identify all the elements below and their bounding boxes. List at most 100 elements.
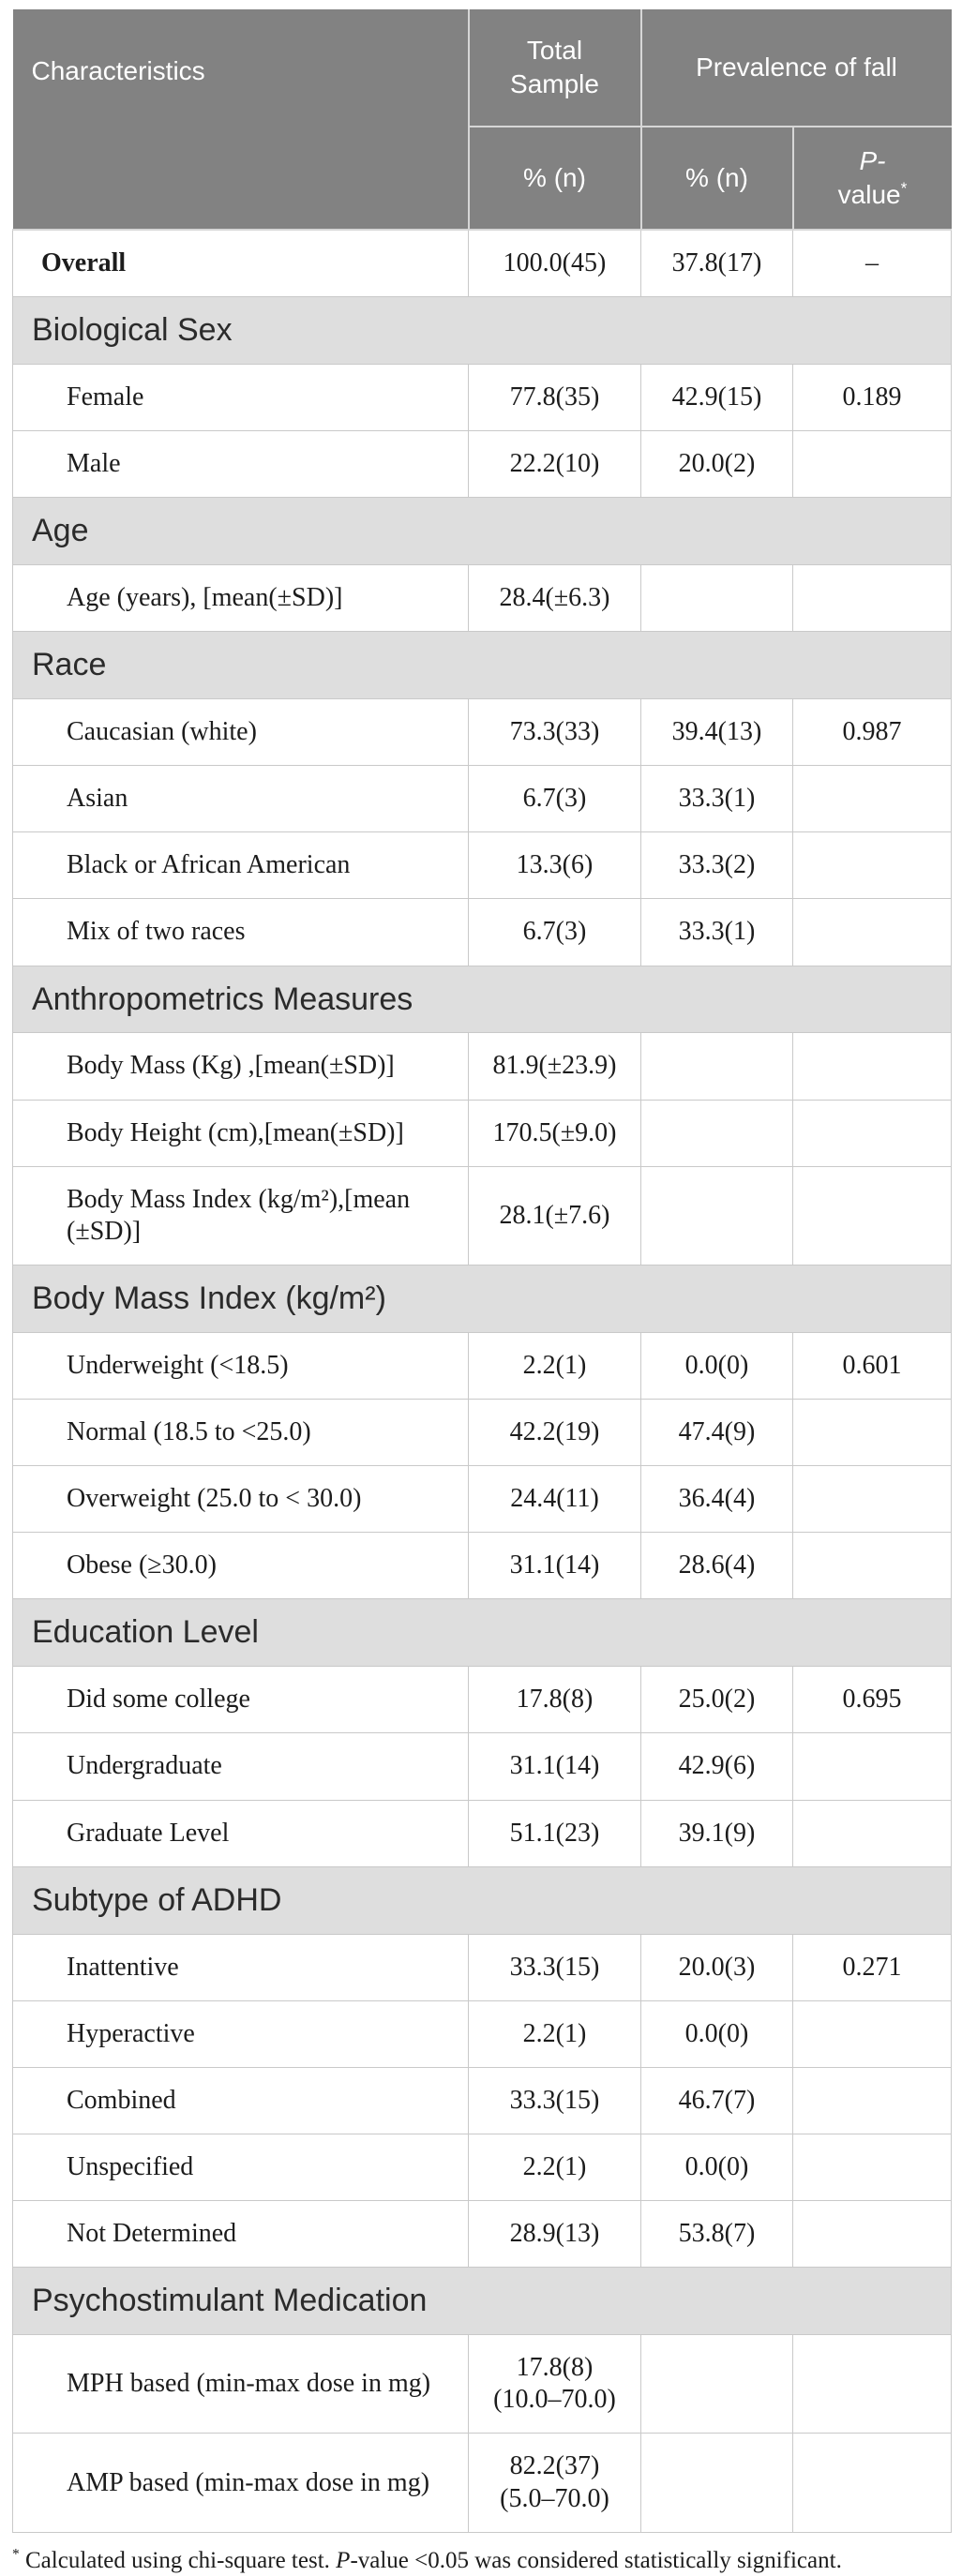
col-header-total-sample-label: Total Sample [510, 35, 599, 98]
characteristic-cell: Black or African American [12, 831, 469, 900]
footnote: * Calculated using chi-square test. P-va… [12, 2546, 951, 2576]
total-sample-cell: 17.8(8) [468, 1666, 641, 1734]
p-value-cell [791, 765, 953, 833]
table-row: AMP based (min-max dose in mg) 82.2(37) (… [12, 2433, 953, 2533]
col-header-fall-unit: % (n) [639, 126, 794, 231]
prevalence-fall-cell [640, 2334, 793, 2434]
section-label: Psychostimulant Medication [11, 2267, 953, 2336]
section-label: Race [11, 631, 953, 700]
p-value-cell [791, 1732, 953, 1801]
prevalence-fall-cell [640, 564, 793, 633]
col-header-total-unit: % (n) [468, 126, 642, 231]
total-sample-cell: 73.3(33) [468, 698, 641, 767]
prevalence-fall-cell: 0.0(0) [640, 1331, 793, 1400]
total-sample-cell: 17.8(8) (10.0–70.0) [468, 2334, 641, 2434]
table-row: Black or African American 13.3(6) 33.3(2) [12, 831, 953, 900]
prevalence-fall-cell: 39.1(9) [640, 1799, 793, 1867]
col-header-characteristics: Characteristics [12, 9, 470, 231]
characteristic-cell: Obese (≥30.0) [12, 1532, 469, 1600]
characteristic-cell: Overweight (25.0 to < 30.0) [12, 1465, 469, 1534]
table-row: Hyperactive 2.2(1) 0.0(0) [12, 1999, 953, 2068]
characteristic-cell: AMP based (min-max dose in mg) [12, 2433, 469, 2533]
p-value-cell [791, 2134, 953, 2202]
prevalence-fall-cell: 53.8(7) [640, 2200, 793, 2269]
characteristic-cell: Hyperactive [12, 1999, 469, 2068]
p-value-cell [791, 1032, 953, 1101]
table-row: Unspecified 2.2(1) 0.0(0) [12, 2134, 953, 2202]
table-row: Normal (18.5 to <25.0) 42.2(19) 47.4(9) [12, 1399, 953, 1467]
table-row: Caucasian (white) 73.3(33) 39.4(13) 0.987 [12, 698, 953, 767]
section-label: Biological Sex [11, 296, 953, 365]
section-row: Psychostimulant Medication [11, 2267, 953, 2336]
col-header-total-sample: Total Sample [467, 9, 642, 127]
table-row: Age (years), [mean(±SD)] 28.4(±6.3) [12, 564, 953, 633]
section-label: Anthropometrics Measures [11, 965, 953, 1034]
characteristic-cell: Mix of two races [12, 898, 469, 966]
characteristic-cell: MPH based (min-max dose in mg) [12, 2334, 469, 2434]
section-row: Age [11, 497, 953, 566]
section-row: Biological Sex [11, 296, 953, 365]
p-value-cell [791, 898, 953, 966]
table-row: Underweight (<18.5) 2.2(1) 0.0(0) 0.601 [12, 1331, 953, 1400]
total-sample-cell: 82.2(37) (5.0–70.0) [468, 2433, 641, 2533]
p-value-cell [791, 1799, 953, 1867]
characteristic-cell: Asian [12, 765, 469, 833]
table-row: Undergraduate 31.1(14) 42.9(6) [12, 1732, 953, 1801]
p-value-cell [791, 2433, 953, 2533]
section-label: Body Mass Index (kg/m²) [11, 1265, 953, 1333]
p-value-cell [791, 564, 953, 633]
prevalence-fall-cell: 20.0(3) [640, 1933, 793, 2001]
p-value-cell [791, 831, 953, 900]
total-sample-cell: 100.0(45) [468, 229, 641, 298]
p-value-cell: 0.271 [791, 1933, 953, 2001]
p-value-cell [791, 430, 953, 499]
total-sample-cell: 33.3(15) [468, 2066, 641, 2135]
characteristic-cell: Body Height (cm),[mean(±SD)] [12, 1099, 469, 1167]
p-value-rest-part: value [837, 180, 901, 209]
p-value-cell [791, 1465, 953, 1534]
p-value-cell [791, 1099, 953, 1167]
table-row: Graduate Level 51.1(23) 39.1(9) [12, 1799, 953, 1867]
p-value-cell: – [791, 229, 953, 298]
characteristic-cell: Not Determined [12, 2200, 469, 2269]
section-label: Subtype of ADHD [11, 1865, 953, 1935]
total-sample-cell: 31.1(14) [468, 1732, 641, 1801]
prevalence-fall-cell [640, 2433, 793, 2533]
prevalence-fall-cell: 0.0(0) [640, 1999, 793, 2068]
prevalence-fall-cell: 36.4(4) [640, 1465, 793, 1534]
col-header-prevalence-label: Prevalence of fall [696, 52, 897, 82]
table-row: Male 22.2(10) 20.0(2) [12, 430, 953, 499]
p-value-cell [791, 2334, 953, 2434]
section-label: Education Level [11, 1598, 953, 1668]
total-sample-cell: 2.2(1) [468, 1331, 641, 1400]
table-row: MPH based (min-max dose in mg) 17.8(8) (1… [12, 2334, 953, 2434]
p-value-cell [791, 1399, 953, 1467]
table-header: Characteristics Total Sample Prevalence … [12, 9, 952, 231]
prevalence-fall-cell [640, 1032, 793, 1101]
p-value-cell [791, 2200, 953, 2269]
section-row: Anthropometrics Measures [11, 965, 953, 1034]
p-value-cell [791, 1165, 953, 1266]
characteristic-cell: Age (years), [mean(±SD)] [12, 564, 469, 633]
characteristic-cell: Normal (18.5 to <25.0) [12, 1399, 469, 1467]
table-row: Obese (≥30.0) 31.1(14) 28.6(4) [12, 1532, 953, 1600]
characteristic-cell: Caucasian (white) [12, 698, 469, 767]
total-sample-cell: 2.2(1) [468, 2134, 641, 2202]
total-sample-cell: 6.7(3) [468, 898, 641, 966]
characteristic-cell: Female [12, 363, 469, 432]
table-row: Inattentive 33.3(15) 20.0(3) 0.271 [12, 1933, 953, 2001]
prevalence-fall-cell: 39.4(13) [640, 698, 793, 767]
total-sample-cell: 28.1(±7.6) [468, 1165, 641, 1266]
table-row: Body Mass (Kg) ,[mean(±SD)] 81.9(±23.9) [12, 1032, 953, 1101]
footnote-text-pre: Calculated using chi-square test. [19, 2547, 337, 2573]
total-sample-cell: 81.9(±23.9) [468, 1032, 641, 1101]
characteristic-cell: Male [12, 430, 469, 499]
prevalence-fall-cell: 47.4(9) [640, 1399, 793, 1467]
p-value-cell: 0.695 [791, 1666, 953, 1734]
total-sample-cell: 51.1(23) [468, 1799, 641, 1867]
section-label: Age [11, 497, 953, 566]
prevalence-fall-cell: 28.6(4) [640, 1532, 793, 1600]
characteristic-cell: Did some college [12, 1666, 469, 1734]
characteristic-cell: Overall [12, 229, 469, 298]
